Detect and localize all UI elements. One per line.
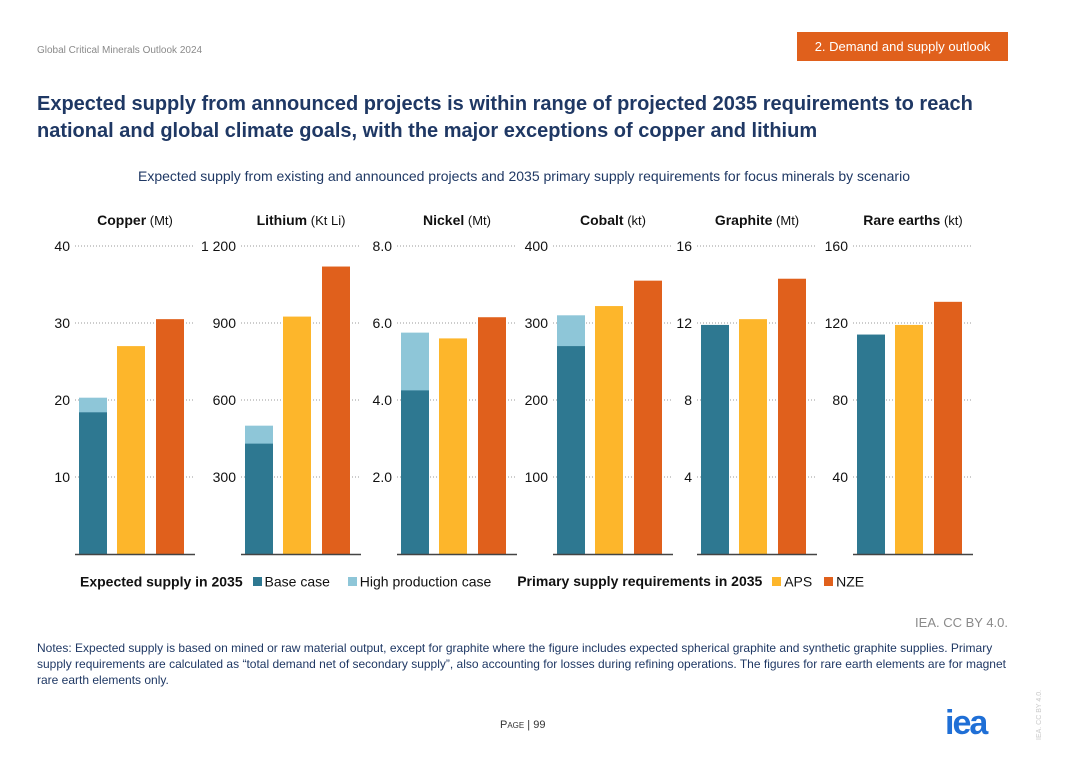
bar-base-case-cobalt [557,346,585,554]
tick-label-copper: 20 [54,392,70,408]
bar-aps-rare-earths [895,324,923,554]
page-label: Page [500,719,525,731]
tick-label-nickel: 2.0 [373,469,393,485]
tick-label-lithium: 600 [213,392,237,408]
bar-base-case-copper [79,412,107,554]
tick-label-cobalt: 100 [525,469,549,485]
tick-label-rare-earths: 120 [825,315,849,331]
tick-label-cobalt: 200 [525,392,549,408]
legend-swatch-high-production [347,576,357,586]
bar-nze-graphite [778,278,806,554]
chart-notes: Notes: Expected supply is based on mined… [37,641,1006,687]
page-headline: Expected supply from announced projects … [37,93,973,142]
bar-base-case-graphite [701,324,729,554]
bar-nze-cobalt [634,280,662,554]
bar-nze-rare-earths [934,301,962,554]
bar-nze-nickel [478,317,506,554]
credit-text: IEA. CC BY 4.0. [915,615,1008,630]
side-license-text: IEA. CC BY 4.0. [1036,689,1043,740]
tick-label-graphite: 4 [684,469,692,485]
page-number-value: 99 [533,719,546,731]
legend-req-title: Primary supply requirements in 2035 [517,573,763,590]
tick-label-cobalt: 300 [525,315,549,331]
tick-label-graphite: 16 [676,238,692,254]
legend-swatch-nze [824,576,834,586]
bar-aps-graphite [739,319,767,554]
legend-label-high-production: High production case [359,573,492,590]
tick-label-cobalt: 400 [525,238,549,254]
legend-label-nze: NZE [836,573,865,590]
bar-base-case-rare-earths [857,334,885,554]
chart-title: Expected supply from existing and announ… [138,168,910,184]
bar-base-case-nickel [401,390,429,554]
bar-aps-copper [117,346,145,554]
panel-title-graphite: Graphite (Mt) [715,212,799,228]
tick-label-copper: 30 [54,315,70,331]
bar-aps-lithium [283,316,311,554]
section-tag[interactable]: 2. Demand and supply outlook [797,32,1008,61]
tick-label-nickel: 6.0 [373,315,393,331]
panel-title-cobalt: Cobalt (kt) [580,212,646,228]
page-separator: | [524,719,534,731]
legend-swatch-aps [772,576,782,586]
tick-label-graphite: 8 [684,392,692,408]
panel-title-nickel: Nickel (Mt) [423,212,491,228]
tick-label-lithium: 900 [213,315,237,331]
tick-label-lithium: 1 200 [201,238,236,254]
tick-label-rare-earths: 80 [832,392,848,408]
page-number: Page | 99 [500,719,545,731]
bar-base-case-lithium [245,443,273,554]
tick-label-nickel: 4.0 [373,392,393,408]
legend-swatch-base-case [252,576,262,586]
mineral-supply-chart: Copper (Mt) 10 20 30 40 Lithium (Kt Li) 300 600… [54,212,973,556]
tick-label-copper: 40 [54,238,70,254]
tick-label-rare-earths: 40 [832,469,848,485]
bar-aps-nickel [439,338,467,554]
tick-label-copper: 10 [54,469,70,485]
tick-label-graphite: 12 [676,315,692,331]
panel-title-rare-earths: Rare earths (kt) [863,212,962,228]
panel-title-lithium: Lithium (Kt Li) [257,212,346,228]
chart-legend: Expected supply in 2035 Base case High p… [80,572,864,589]
bar-nze-lithium [322,266,350,554]
iea-logo[interactable]: iea [945,704,988,742]
legend-supply-title: Expected supply in 2035 [80,573,243,590]
tick-label-lithium: 300 [213,469,237,485]
legend-label-base-case: Base case [264,573,330,590]
bar-aps-cobalt [595,306,623,554]
legend-label-aps: APS [784,573,813,590]
tick-label-rare-earths: 160 [825,238,849,254]
panel-title-copper: Copper (Mt) [97,212,173,228]
document-title: Global Critical Minerals Outlook 2024 [37,45,203,56]
bar-nze-copper [156,319,184,554]
tick-label-nickel: 8.0 [373,238,393,254]
